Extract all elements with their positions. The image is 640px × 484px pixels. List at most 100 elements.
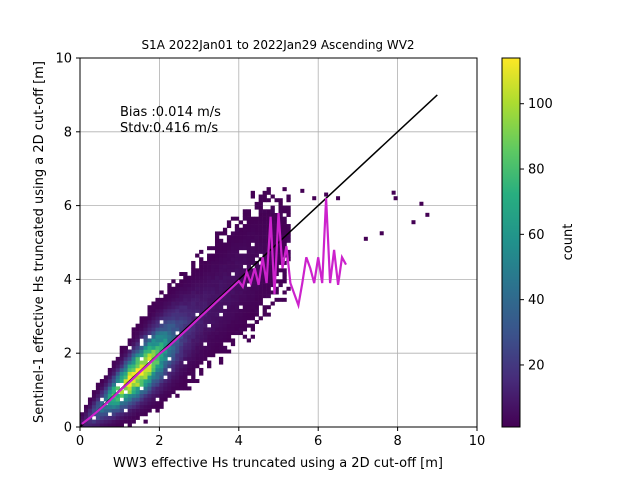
density-cell xyxy=(175,297,180,302)
density-cell xyxy=(199,257,204,262)
density-cell xyxy=(163,364,168,369)
density-cell xyxy=(246,209,252,214)
density-cell xyxy=(99,415,105,420)
density-cell xyxy=(143,349,148,354)
density-cell xyxy=(155,345,160,350)
density-cell xyxy=(230,338,236,343)
density-cell xyxy=(238,242,244,247)
density-cell xyxy=(258,209,263,214)
density-cell xyxy=(187,275,192,280)
density-cell xyxy=(107,419,113,424)
density-cell xyxy=(167,338,172,343)
density-cell xyxy=(195,272,200,277)
density-cell xyxy=(167,345,172,350)
density-cell xyxy=(175,316,180,321)
density-cell xyxy=(179,386,184,391)
density-cell xyxy=(218,316,224,321)
density-cell xyxy=(258,238,263,243)
density-cell xyxy=(222,249,228,254)
density-cell xyxy=(127,375,132,380)
density-cell xyxy=(127,386,132,391)
density-cell xyxy=(211,319,216,324)
density-cell xyxy=(135,367,140,372)
density-cell xyxy=(187,327,192,332)
density-cell xyxy=(246,338,252,343)
density-cell xyxy=(226,257,232,262)
density-cell xyxy=(270,279,275,284)
density-cell xyxy=(123,386,128,391)
density-cell xyxy=(254,238,259,243)
density-cell xyxy=(159,375,164,380)
density-cell xyxy=(183,367,188,372)
density-cell xyxy=(135,379,140,384)
y-axis-label: Sentinel-1 effective Hs truncated using … xyxy=(32,61,47,423)
density-cell xyxy=(183,334,188,339)
density-cell xyxy=(135,390,140,395)
density-cell xyxy=(131,353,136,358)
density-cell xyxy=(187,331,192,336)
density-cell xyxy=(199,290,204,295)
density-cell xyxy=(123,360,128,365)
density-cell xyxy=(155,305,160,310)
density-cell xyxy=(191,364,196,369)
density-cell xyxy=(187,371,192,376)
density-cell xyxy=(139,371,144,376)
density-cell xyxy=(274,286,279,291)
density-cell xyxy=(87,397,93,402)
density-cell xyxy=(123,375,128,380)
density-cell xyxy=(242,209,248,214)
density-cell xyxy=(183,379,188,384)
density-cell xyxy=(175,301,180,306)
density-cell xyxy=(167,305,172,310)
density-cell xyxy=(226,283,232,288)
density-cell xyxy=(171,327,176,332)
density-cell xyxy=(179,345,184,350)
density-cell xyxy=(242,231,248,236)
density-cell xyxy=(226,268,232,273)
density-cell xyxy=(147,393,152,398)
density-cell xyxy=(191,286,196,291)
density-cell xyxy=(147,353,152,358)
density-cell xyxy=(151,338,156,343)
density-cell xyxy=(175,360,180,365)
density-cell xyxy=(286,235,291,240)
density-cell xyxy=(207,279,212,284)
density-cell xyxy=(111,408,117,413)
density-cell xyxy=(258,227,263,232)
density-cell xyxy=(230,257,236,262)
density-cell xyxy=(171,367,176,372)
density-cell xyxy=(107,375,113,380)
density-cell xyxy=(218,290,224,295)
density-cell xyxy=(175,393,180,398)
density-cell xyxy=(127,423,132,427)
density-cell xyxy=(159,312,164,317)
density-cell xyxy=(250,231,255,236)
density-cell xyxy=(143,334,148,339)
density-cell xyxy=(214,308,220,313)
density-cell xyxy=(155,312,160,317)
density-cell xyxy=(270,231,275,236)
density-cell xyxy=(151,349,156,354)
density-cell xyxy=(234,301,240,306)
density-cell xyxy=(111,364,117,369)
density-cell xyxy=(155,308,160,313)
density-cell xyxy=(254,220,259,225)
density-cell xyxy=(195,345,200,350)
density-cell xyxy=(270,194,275,199)
density-cell xyxy=(270,216,275,221)
density-cell xyxy=(242,305,248,310)
density-cell xyxy=(135,375,140,380)
density-cell xyxy=(143,390,148,395)
density-cell xyxy=(131,327,136,332)
density-cell xyxy=(266,272,271,277)
density-cell xyxy=(135,353,140,358)
density-cell xyxy=(131,334,136,339)
density-cell xyxy=(226,316,232,321)
density-cell xyxy=(234,231,240,236)
stdv-annotation: Stdv:0.416 m/s xyxy=(120,121,218,136)
density-cell xyxy=(147,345,152,350)
density-cell xyxy=(95,382,101,387)
density-cell xyxy=(95,386,101,391)
density-cell xyxy=(175,319,180,324)
density-cell xyxy=(214,279,220,284)
